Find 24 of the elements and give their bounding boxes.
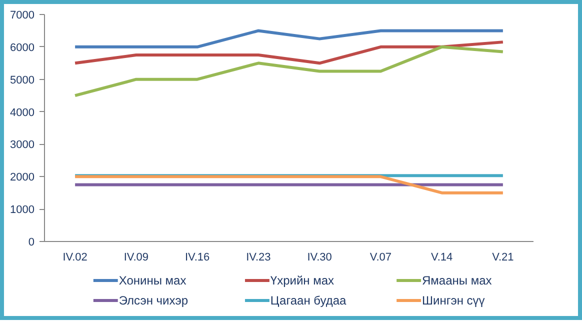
line-series: [74, 45, 504, 98]
x-tick-label: V.07: [370, 252, 392, 264]
legend-label: Цагаан будаа: [270, 294, 347, 308]
legend-label: Ямааны мах: [422, 274, 492, 288]
y-tick-label: 4000: [10, 106, 35, 119]
x-tick-label: V.21: [492, 252, 514, 264]
y-tick-label: 7000: [10, 10, 35, 22]
y-tick-label: 0: [28, 236, 35, 248]
line-series: [74, 40, 504, 65]
y-tick-label: 2000: [10, 172, 35, 184]
y-tick-label: 5000: [10, 74, 35, 86]
y-tick-label: 3000: [10, 139, 35, 152]
y-tick-label: 1000: [10, 204, 35, 216]
legend-label: Үхрийн мах: [270, 274, 334, 288]
legend-label: Хонины мах: [118, 274, 186, 288]
y-tick-label: 6000: [10, 42, 35, 54]
x-tick-label: V.14: [431, 252, 453, 264]
x-tick-label: IV.30: [307, 252, 332, 264]
x-tick-label: IV.09: [124, 252, 149, 264]
x-tick-label: IV.16: [184, 252, 210, 264]
legend-label: Шингэн сүү: [422, 294, 485, 308]
legend-label: Элсэн чихэр: [118, 294, 188, 308]
x-tick-label: IV.02: [62, 252, 88, 264]
x-tick-label: IV.23: [246, 252, 271, 264]
